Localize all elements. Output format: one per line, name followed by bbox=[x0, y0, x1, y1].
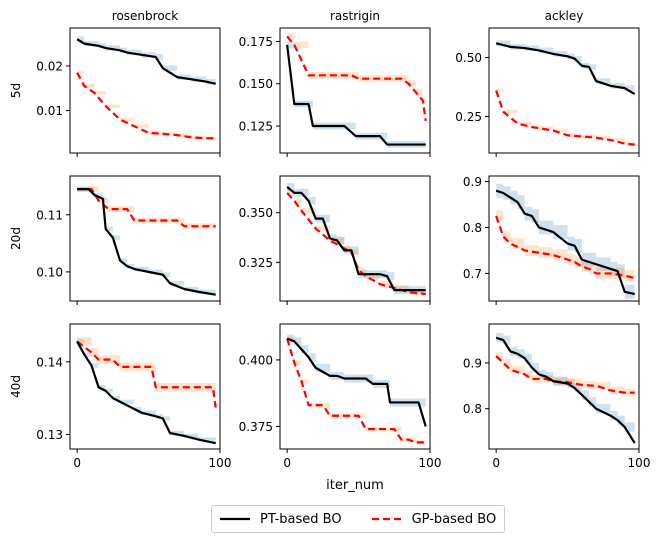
line-gp-40d-rosenbrock bbox=[76, 340, 217, 408]
line-gp-5d-ackley bbox=[495, 90, 635, 146]
ytick-label-20d-ackley-2: 0.9 bbox=[463, 175, 482, 189]
column-title-ackley: ackley bbox=[545, 9, 584, 23]
line-gp-20d-rosenbrock bbox=[77, 188, 216, 228]
panel-frame-5d-ackley bbox=[488, 27, 640, 154]
ytick-label-40d-rosenbrock-0: 0.13 bbox=[36, 428, 63, 442]
row-label-20d: 20d bbox=[9, 227, 23, 250]
panel-frame-40d-ackley bbox=[488, 323, 640, 450]
panel-frame-20d-rosenbrock bbox=[69, 175, 221, 302]
ytick-label-20d-rosenbrock-0: 0.10 bbox=[36, 265, 63, 279]
ytick-label-5d-rosenbrock-1: 0.02 bbox=[36, 59, 63, 73]
xtick-label-40d-ackley-0: 0 bbox=[492, 456, 500, 470]
band-gp-20d-rastrigin bbox=[287, 189, 426, 298]
line-pt-20d-rastrigin bbox=[286, 186, 426, 292]
ytick-label-20d-rastrigin-0: 0.325 bbox=[239, 256, 273, 270]
line-pt-40d-ackley bbox=[495, 336, 636, 444]
x-axis-label: iter_num bbox=[326, 478, 384, 493]
line-gp-5d-rosenbrock bbox=[76, 72, 216, 140]
ytick-label-5d-rosenbrock-0: 0.01 bbox=[36, 104, 63, 118]
column-title-rosenbrock: rosenbrock bbox=[112, 9, 178, 23]
legend-item-gp: GP-based BO bbox=[364, 511, 497, 527]
ytick-label-40d-ackley-0: 0.8 bbox=[463, 402, 482, 416]
legend-label-gp: GP-based BO bbox=[411, 511, 497, 527]
ytick-label-5d-rastrigin-1: 0.150 bbox=[239, 77, 273, 91]
xtick-label-40d-rosenbrock-1: 100 bbox=[209, 456, 232, 470]
band-gp-5d-ackley bbox=[496, 88, 635, 147]
line-pt-20d-rosenbrock bbox=[77, 188, 216, 296]
band-gp-5d-rosenbrock bbox=[77, 70, 216, 141]
band-gp-40d-rosenbrock bbox=[77, 337, 216, 412]
ytick-label-40d-rastrigin-0: 0.375 bbox=[239, 420, 273, 434]
band-pt-5d-ackley bbox=[496, 40, 635, 97]
line-pt-40d-rastrigin bbox=[286, 337, 427, 427]
panel-frame-40d-rastrigin bbox=[279, 323, 431, 450]
line-pt-20d-ackley bbox=[495, 189, 635, 296]
panel-frame-40d-rosenbrock bbox=[69, 323, 221, 450]
legend-label-pt: PT-based BO bbox=[260, 511, 342, 527]
line-pt-5d-ackley bbox=[495, 42, 636, 95]
panel-frame-5d-rastrigin bbox=[279, 27, 431, 154]
band-pt-5d-rastrigin bbox=[287, 41, 426, 148]
chart-legend: PT-based BO GP-based BO bbox=[211, 505, 505, 533]
ytick-label-5d-ackley-0: 0.25 bbox=[455, 110, 482, 124]
xtick-label-40d-rastrigin-1: 100 bbox=[419, 456, 442, 470]
line-pt-5d-rosenbrock bbox=[76, 38, 216, 85]
ytick-label-20d-rosenbrock-1: 0.11 bbox=[36, 208, 63, 222]
ytick-label-40d-rosenbrock-1: 0.14 bbox=[36, 355, 63, 369]
legend-item-pt: PT-based BO bbox=[212, 512, 342, 527]
legend-swatch-pt bbox=[220, 517, 250, 521]
ytick-label-40d-rastrigin-1: 0.400 bbox=[239, 353, 273, 367]
line-gp-40d-ackley bbox=[495, 355, 635, 394]
line-pt-40d-rosenbrock bbox=[76, 340, 216, 445]
ytick-label-20d-rastrigin-1: 0.350 bbox=[239, 206, 273, 220]
xtick-label-40d-rosenbrock-0: 0 bbox=[73, 456, 81, 470]
line-gp-20d-ackley bbox=[495, 215, 635, 280]
band-gp-40d-ackley bbox=[496, 352, 635, 397]
band-gp-20d-ackley bbox=[496, 210, 635, 284]
line-gp-40d-rastrigin bbox=[286, 338, 426, 444]
band-pt-40d-rastrigin bbox=[287, 334, 426, 431]
ytick-label-20d-ackley-0: 0.7 bbox=[463, 267, 482, 281]
row-label-40d: 40d bbox=[9, 375, 23, 398]
xtick-label-40d-rastrigin-0: 0 bbox=[283, 456, 291, 470]
legend-swatch-gp bbox=[371, 517, 402, 521]
band-pt-20d-ackley bbox=[496, 183, 635, 301]
line-gp-5d-rastrigin bbox=[286, 35, 427, 122]
xtick-label-40d-ackley-1: 100 bbox=[628, 456, 651, 470]
band-pt-40d-ackley bbox=[496, 333, 635, 448]
panel-frame-5d-rosenbrock bbox=[69, 27, 221, 154]
band-gp-20d-rosenbrock bbox=[77, 186, 216, 230]
panel-frame-20d-rastrigin bbox=[279, 175, 431, 302]
band-pt-20d-rosenbrock bbox=[77, 186, 216, 298]
ytick-label-20d-ackley-1: 0.8 bbox=[463, 221, 482, 235]
band-pt-20d-rastrigin bbox=[287, 182, 426, 295]
row-label-5d: 5d bbox=[9, 83, 23, 98]
panel-frame-20d-ackley bbox=[488, 175, 640, 302]
ytick-label-5d-rastrigin-0: 0.125 bbox=[239, 119, 273, 133]
ytick-label-40d-ackley-1: 0.9 bbox=[463, 356, 482, 370]
line-pt-5d-rastrigin bbox=[286, 44, 426, 146]
ytick-label-5d-ackley-1: 0.50 bbox=[455, 51, 482, 65]
ytick-label-5d-rastrigin-2: 0.175 bbox=[239, 35, 273, 49]
column-title-rastrigin: rastrigin bbox=[330, 9, 380, 23]
